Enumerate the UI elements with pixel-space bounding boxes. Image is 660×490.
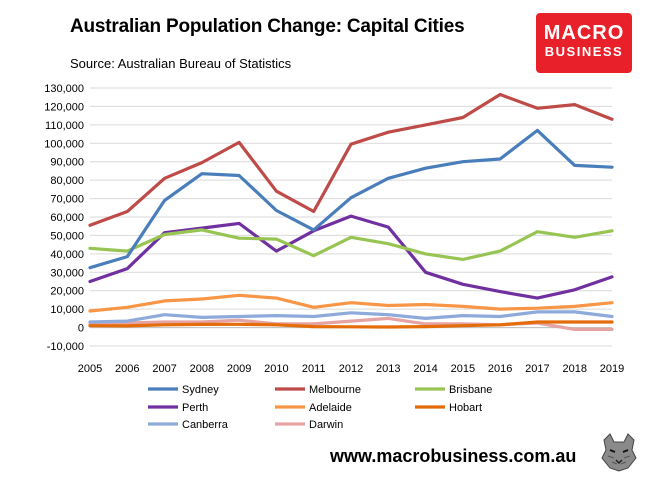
chart-source: Source: Australian Bureau of Statistics bbox=[70, 56, 292, 71]
series-lines bbox=[88, 92, 614, 331]
x-tick-label: 2006 bbox=[115, 363, 139, 375]
x-tick-label: 2005 bbox=[78, 363, 102, 375]
x-tick-label: 2018 bbox=[562, 363, 586, 375]
series-line-adelaide bbox=[88, 293, 614, 313]
series-line-canberra bbox=[88, 310, 614, 324]
population-line-chart: -10,000 0 10,000 20,000 30,000 40,000 50,000 60… bbox=[44, 83, 624, 430]
series-line-perth bbox=[88, 214, 614, 300]
y-tick-label: -10,000 bbox=[47, 341, 84, 353]
x-tick-label: 2015 bbox=[451, 363, 475, 375]
website-url: www.macrobusiness.com.au bbox=[330, 446, 577, 466]
y-tick-label: 40,000 bbox=[50, 249, 84, 261]
x-tick-label: 2011 bbox=[302, 363, 326, 375]
x-tick-label: 2014 bbox=[413, 363, 437, 375]
logo-line-2: BUSINESS bbox=[544, 44, 624, 59]
x-tick-label: 2007 bbox=[152, 363, 176, 375]
y-tick-label: 30,000 bbox=[50, 267, 84, 279]
macrobusiness-logo: MACRO BUSINESS bbox=[536, 13, 632, 73]
y-tick-label: 110,000 bbox=[45, 120, 84, 132]
series-line-sydney bbox=[88, 128, 614, 270]
legend-label-brisbane: Brisbane bbox=[449, 384, 492, 396]
y-tick-label: 100,000 bbox=[44, 138, 84, 150]
x-tick-label: 2019 bbox=[600, 363, 624, 375]
y-tick-label: 90,000 bbox=[50, 157, 84, 169]
y-tick-label: 120,000 bbox=[44, 101, 84, 113]
legend-label-sydney: Sydney bbox=[182, 384, 219, 396]
series-line-hobart bbox=[88, 320, 614, 329]
x-tick-label: 2017 bbox=[525, 363, 549, 375]
legend-label-perth: Perth bbox=[182, 402, 208, 414]
y-tick-label: 10,000 bbox=[50, 304, 84, 316]
y-tick-label: 20,000 bbox=[50, 286, 84, 298]
y-tick-label: 50,000 bbox=[50, 230, 84, 242]
wolf-logo-icon bbox=[598, 432, 640, 472]
x-axis: 2005 2006 2007 2008 2009 2010 2011 2012 2013 2014… bbox=[78, 327, 624, 375]
chart-title: Australian Population Change: Capital Ci… bbox=[70, 16, 465, 37]
series-line-brisbane bbox=[88, 228, 614, 261]
legend-label-melbourne: Melbourne bbox=[309, 384, 361, 396]
logo-line-1: MACRO bbox=[543, 22, 625, 44]
x-tick-label: 2012 bbox=[339, 363, 363, 375]
y-axis: -10,000 0 10,000 20,000 30,000 40,000 50,000 60… bbox=[44, 83, 84, 353]
legend-label-hobart: Hobart bbox=[449, 402, 482, 414]
legend-label-adelaide: Adelaide bbox=[309, 402, 352, 414]
legend-label-canberra: Canberra bbox=[182, 419, 229, 430]
x-tick-label: 2010 bbox=[264, 363, 288, 375]
legend: Sydney Melbourne Brisbane Perth Adelaide Hoba… bbox=[148, 384, 492, 430]
y-tick-label: 80,000 bbox=[50, 175, 84, 187]
y-tick-label: 130,000 bbox=[44, 83, 84, 95]
x-tick-label: 2009 bbox=[227, 363, 251, 375]
x-tick-label: 2016 bbox=[488, 363, 512, 375]
x-tick-label: 2008 bbox=[190, 363, 214, 375]
x-tick-label: 2013 bbox=[376, 363, 400, 375]
y-tick-label: 60,000 bbox=[50, 212, 84, 224]
series-line-melbourne bbox=[88, 92, 614, 227]
y-tick-label: 0 bbox=[78, 323, 84, 335]
y-tick-label: 70,000 bbox=[50, 194, 84, 206]
legend-label-darwin: Darwin bbox=[309, 419, 343, 430]
